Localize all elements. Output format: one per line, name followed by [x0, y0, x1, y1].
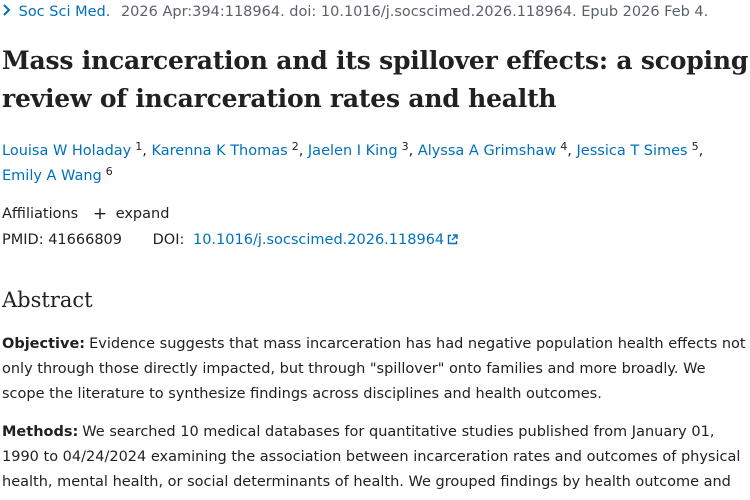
doi-label: DOI: — [152, 232, 185, 248]
abstract-objective: Objective: Evidence suggests that mass in… — [2, 332, 746, 407]
pmid-label: PMID: — [2, 232, 44, 248]
plus-icon: + — [92, 204, 108, 224]
affiliation-ref[interactable]: 4 — [560, 140, 568, 153]
abstract-heading: Abstract — [2, 288, 93, 312]
journal-link[interactable]: Soc Sci Med. — [18, 4, 111, 20]
expand-label: expand — [115, 206, 170, 222]
paragraph-label: Methods: — [2, 424, 79, 440]
article-title: Mass incarceration and its spillover eff… — [2, 46, 749, 113]
author-link[interactable]: Louisa W Holaday — [2, 143, 132, 159]
affiliation-ref[interactable]: 2 — [291, 140, 299, 153]
citation-details: 2026 Apr:394:118964. doi: 10.1016/j.socs… — [120, 4, 709, 20]
external-link-icon[interactable] — [447, 233, 458, 249]
affiliations-label: Affiliations — [2, 206, 79, 222]
paragraph-text: Evidence suggests that mass incarceratio… — [2, 336, 746, 402]
abstract-methods: Methods: We searched 10 medical databases… — [2, 420, 746, 495]
identifiers: PMID: 41666809 DOI: 10.1016/j.socscimed.… — [2, 232, 458, 249]
affiliation-ref[interactable]: 6 — [105, 165, 113, 178]
chevron-right-icon[interactable] — [2, 4, 14, 20]
paragraph-label: Objective: — [2, 336, 86, 352]
affiliations-toggle[interactable]: Affiliations + expand — [2, 204, 169, 224]
doi-link[interactable]: 10.1016/j.socscimed.2026.118964 — [192, 232, 445, 248]
author-link[interactable]: Karenna K Thomas — [151, 143, 288, 159]
author-link[interactable]: Alyssa A Grimshaw — [417, 143, 557, 159]
affiliation-ref[interactable]: 1 — [135, 140, 143, 153]
pmid-value: 41666809 — [48, 232, 123, 248]
citation-line: Soc Sci Med. 2026 Apr:394:118964. doi: 1… — [2, 4, 708, 20]
author-link[interactable]: Emily A Wang — [2, 168, 102, 184]
paragraph-text: We searched 10 medical databases for qua… — [2, 424, 741, 490]
author-link[interactable]: Jessica T Simes — [576, 143, 688, 159]
author-list: Louisa W Holaday 1, Karenna K Thomas 2, Ja… — [2, 140, 704, 184]
author-link[interactable]: Jaelen I King — [307, 143, 398, 159]
affiliation-ref[interactable]: 3 — [401, 140, 409, 153]
affiliation-ref[interactable]: 5 — [691, 140, 699, 153]
